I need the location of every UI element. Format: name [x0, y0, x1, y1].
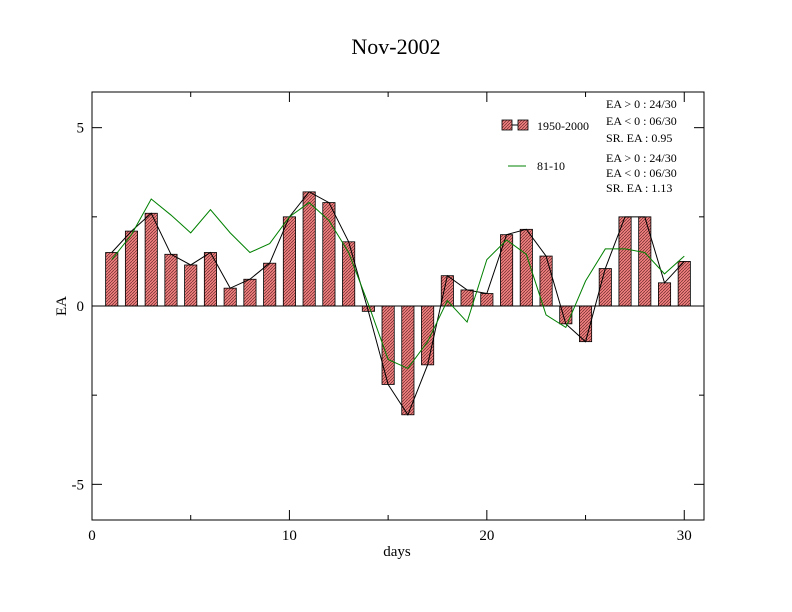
series-lines: [111, 191, 685, 416]
x-tick-label: 20: [479, 528, 494, 544]
bar-1950-2000: [500, 234, 514, 307]
stats-81-10-sr: SR. EA : 1.13: [606, 181, 672, 195]
y-tick-label: 0: [77, 299, 85, 315]
bar-1950-2000: [598, 268, 612, 307]
bar-1950-2000: [421, 305, 435, 366]
bar-1950-2000: [124, 230, 139, 307]
legend-swatch-1950-2000-b: [517, 119, 529, 131]
bar-1950-2000: [263, 262, 277, 307]
bar-1950-2000: [342, 241, 356, 307]
stats-81-10-negative: EA < 0 : 06/30: [606, 166, 677, 180]
legend-label-81-10: 81-10: [537, 159, 565, 173]
chart-title: Nov-2002: [351, 34, 440, 59]
bar-1950-2000: [677, 261, 691, 307]
bar-1950-2000: [657, 282, 672, 307]
stats-81-10-positive: EA > 0 : 24/30: [606, 151, 677, 165]
bar-1950-2000: [144, 212, 158, 307]
legend-swatch-1950-2000: [501, 119, 513, 131]
series-line-1950-2000: [111, 191, 685, 416]
stats-1950-2000-positive: EA > 0 : 24/30: [606, 97, 677, 111]
bar-1950-2000: [282, 216, 296, 307]
y-axis-label: EA: [54, 296, 70, 316]
axis-ticks: 0 10 20 30 -5 0 5: [72, 92, 704, 544]
y-tick-label: -5: [72, 477, 85, 493]
legend: 1950-2000 81-10 EA > 0 : 24/30 EA < 0 : …: [501, 97, 677, 195]
bar-1950-2000: [164, 253, 178, 307]
bar-1950-2000: [579, 305, 593, 343]
bar-1950-2000: [223, 287, 237, 307]
y-tick-label: 5: [77, 121, 85, 137]
bar-1950-2000: [105, 252, 119, 307]
bar-1950-2000: [618, 216, 632, 307]
legend-label-1950-2000: 1950-2000: [537, 119, 589, 133]
bar-1950-2000: [381, 305, 395, 385]
series-line-81-10: [111, 198, 685, 370]
x-tick-label: 0: [88, 528, 96, 544]
bar-1950-2000: [302, 191, 316, 307]
bar-1950-2000: [401, 305, 415, 416]
bar-1950-2000: [322, 202, 336, 307]
stats-1950-2000-sr: SR. EA : 0.95: [606, 131, 672, 145]
bar-1950-2000: [460, 289, 474, 307]
bar-1950-2000: [184, 264, 198, 307]
x-tick-label: 10: [282, 528, 297, 544]
bar-1950-2000: [539, 255, 553, 307]
x-tick-label: 30: [677, 528, 692, 544]
bar-1950-2000: [480, 293, 494, 307]
stats-1950-2000-negative: EA < 0 : 06/30: [606, 114, 677, 128]
bar-1950-2000: [243, 278, 257, 307]
x-axis-label: days: [383, 544, 411, 560]
bars-1950-2000: [92, 191, 704, 416]
